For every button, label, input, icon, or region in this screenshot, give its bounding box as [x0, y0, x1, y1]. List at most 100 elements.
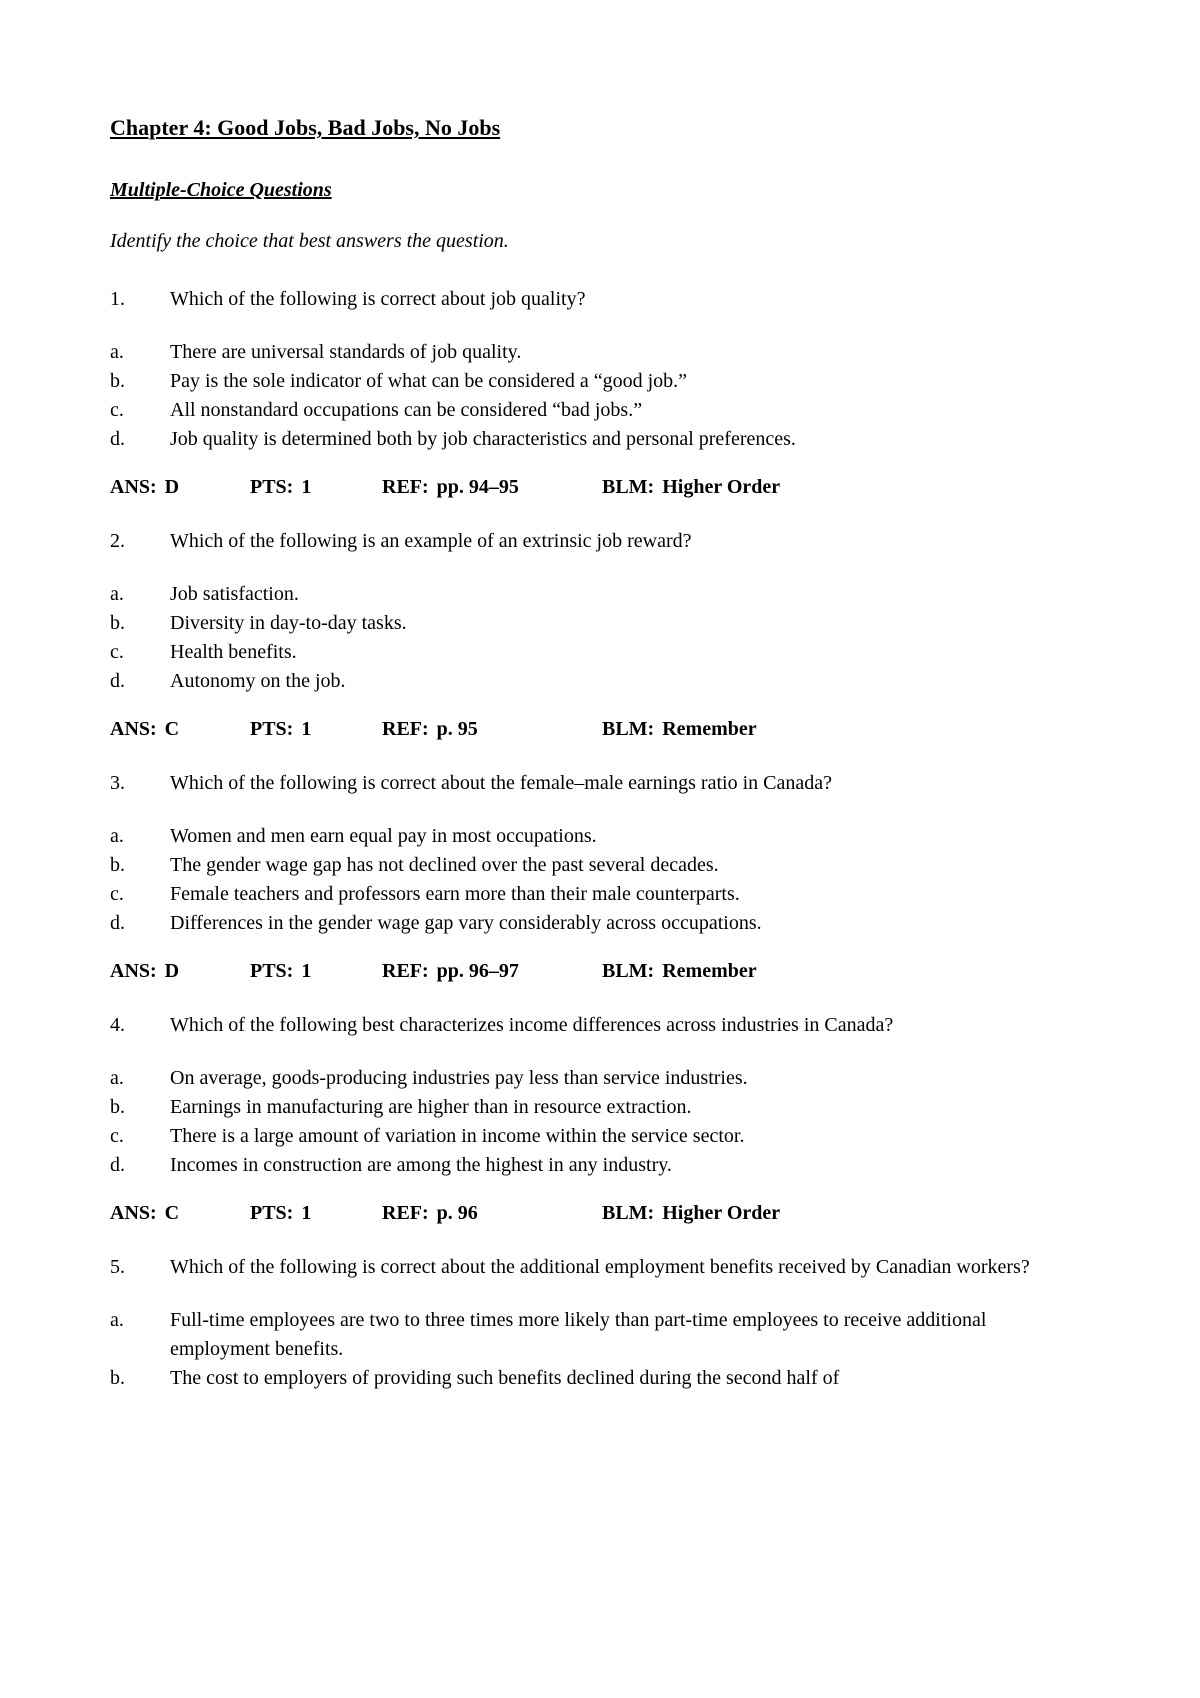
option-label: d. [110, 909, 170, 938]
option-row: b.Pay is the sole indicator of what can … [110, 367, 1090, 396]
section-title: Multiple-Choice Questions [110, 179, 1090, 202]
question-block: 2.Which of the following is an example o… [110, 527, 1090, 741]
option-label: d. [110, 425, 170, 454]
meta-label-blm: BLM: [602, 1202, 654, 1225]
meta-value-pts: 1 [301, 1202, 311, 1225]
question-number: 1. [110, 285, 170, 314]
answer-meta-row: ANS: D PTS: 1 REF:pp. 96–97BLM: Remember [110, 960, 1090, 983]
option-row: a.There are universal standards of job q… [110, 338, 1090, 367]
meta-label-blm: BLM: [602, 476, 654, 499]
option-text: Female teachers and professors earn more… [170, 880, 1090, 909]
meta-label-ref: REF: [382, 476, 429, 499]
option-text: Job satisfaction. [170, 580, 1090, 609]
meta-ans: ANS:C [110, 1202, 250, 1225]
chapter-title: Chapter 4: Good Jobs, Bad Jobs, No Jobs [110, 115, 1090, 141]
meta-pts: PTS:1 [250, 1202, 382, 1225]
question-row: 1.Which of the following is correct abou… [110, 285, 1090, 314]
spacer [110, 800, 1090, 822]
option-label: a. [110, 338, 170, 367]
question-text: Which of the following is correct about … [170, 769, 1090, 798]
question-text: Which of the following is correct about … [170, 1253, 1090, 1282]
option-label: c. [110, 880, 170, 909]
option-text: All nonstandard occupations can be consi… [170, 396, 1090, 425]
option-row: d.Autonomy on the job. [110, 667, 1090, 696]
option-label: d. [110, 1151, 170, 1180]
option-text: There is a large amount of variation in … [170, 1122, 1090, 1151]
option-row: b.Earnings in manufacturing are higher t… [110, 1093, 1090, 1122]
option-row: a.Full-time employees are two to three t… [110, 1306, 1090, 1364]
option-text: Job quality is determined both by job ch… [170, 425, 1090, 454]
question-number: 3. [110, 769, 170, 798]
meta-ref: REF: p. 95 [382, 718, 602, 741]
meta-label-pts: PTS: [250, 960, 293, 983]
meta-ans: ANS: D [110, 960, 250, 983]
option-row: c.All nonstandard occupations can be con… [110, 396, 1090, 425]
spacer [110, 1042, 1090, 1064]
option-text: Pay is the sole indicator of what can be… [170, 367, 1090, 396]
meta-value-ans: C [165, 718, 179, 741]
meta-value-pts: 1 [301, 960, 311, 983]
option-row: d.Incomes in construction are among the … [110, 1151, 1090, 1180]
option-row: b.The gender wage gap has not declined o… [110, 851, 1090, 880]
option-text: Autonomy on the job. [170, 667, 1090, 696]
meta-blm: BLM: Remember [602, 960, 757, 983]
meta-label-blm: BLM: [602, 960, 654, 983]
meta-ans: ANS:D [110, 476, 250, 499]
option-row: a.On average, goods-producing industries… [110, 1064, 1090, 1093]
answer-meta-row: ANS:CPTS:1REF:p. 96BLM:Higher Order [110, 1202, 1090, 1225]
meta-value-ref: pp. 94–95 [437, 476, 519, 499]
option-label: b. [110, 1364, 170, 1393]
option-row: c.There is a large amount of variation i… [110, 1122, 1090, 1151]
question-text: Which of the following is correct about … [170, 285, 1090, 314]
question-block: 5.Which of the following is correct abou… [110, 1253, 1090, 1393]
meta-value-pts: 1 [301, 476, 311, 499]
meta-pts: PTS:1 [250, 718, 382, 741]
option-text: On average, goods-producing industries p… [170, 1064, 1090, 1093]
spacer [110, 696, 1090, 718]
meta-value-blm: Remember [662, 718, 756, 741]
option-row: c.Female teachers and professors earn mo… [110, 880, 1090, 909]
meta-label-ans: ANS: [110, 960, 157, 983]
meta-value-blm: Higher Order [662, 476, 780, 499]
option-text: Differences in the gender wage gap vary … [170, 909, 1090, 938]
option-row: d.Job quality is determined both by job … [110, 425, 1090, 454]
question-row: 2.Which of the following is an example o… [110, 527, 1090, 556]
option-label: d. [110, 667, 170, 696]
option-label: a. [110, 1306, 170, 1364]
option-text: Full-time employees are two to three tim… [170, 1306, 1090, 1364]
meta-value-ans: D [165, 960, 179, 983]
option-row: b.Diversity in day-to-day tasks. [110, 609, 1090, 638]
meta-value-ans: C [165, 1202, 179, 1225]
option-label: b. [110, 1093, 170, 1122]
option-label: a. [110, 1064, 170, 1093]
question-number: 4. [110, 1011, 170, 1040]
option-row: a.Job satisfaction. [110, 580, 1090, 609]
question-block: 4.Which of the following best characteri… [110, 1011, 1090, 1225]
option-label: c. [110, 396, 170, 425]
option-row: d.Differences in the gender wage gap var… [110, 909, 1090, 938]
question-block: 1.Which of the following is correct abou… [110, 285, 1090, 499]
option-label: c. [110, 638, 170, 667]
answer-meta-row: ANS:DPTS: 1 REF: pp. 94–95 BLM: Higher Order [110, 476, 1090, 499]
meta-value-ref: p. 95 [437, 718, 478, 741]
meta-label-ref: REF: [382, 718, 429, 741]
option-text: Earnings in manufacturing are higher tha… [170, 1093, 1090, 1122]
meta-pts: PTS: 1 [250, 960, 382, 983]
instruction-text: Identify the choice that best answers th… [110, 230, 1090, 253]
question-text: Which of the following best characterize… [170, 1011, 1090, 1040]
spacer [110, 1284, 1090, 1306]
meta-ref: REF:pp. 96–97 [382, 960, 602, 983]
meta-label-ref: REF: [382, 960, 429, 983]
meta-pts: PTS: 1 [250, 476, 382, 499]
meta-label-ref: REF: [382, 1202, 429, 1225]
meta-value-ans: D [165, 476, 179, 499]
meta-label-pts: PTS: [250, 476, 293, 499]
question-text: Which of the following is an example of … [170, 527, 1090, 556]
option-text: Incomes in construction are among the hi… [170, 1151, 1090, 1180]
question-number: 5. [110, 1253, 170, 1282]
meta-value-blm: Remember [662, 960, 756, 983]
option-text: Women and men earn equal pay in most occ… [170, 822, 1090, 851]
meta-value-ref: p. 96 [437, 1202, 478, 1225]
meta-value-pts: 1 [301, 718, 311, 741]
spacer [110, 1180, 1090, 1202]
